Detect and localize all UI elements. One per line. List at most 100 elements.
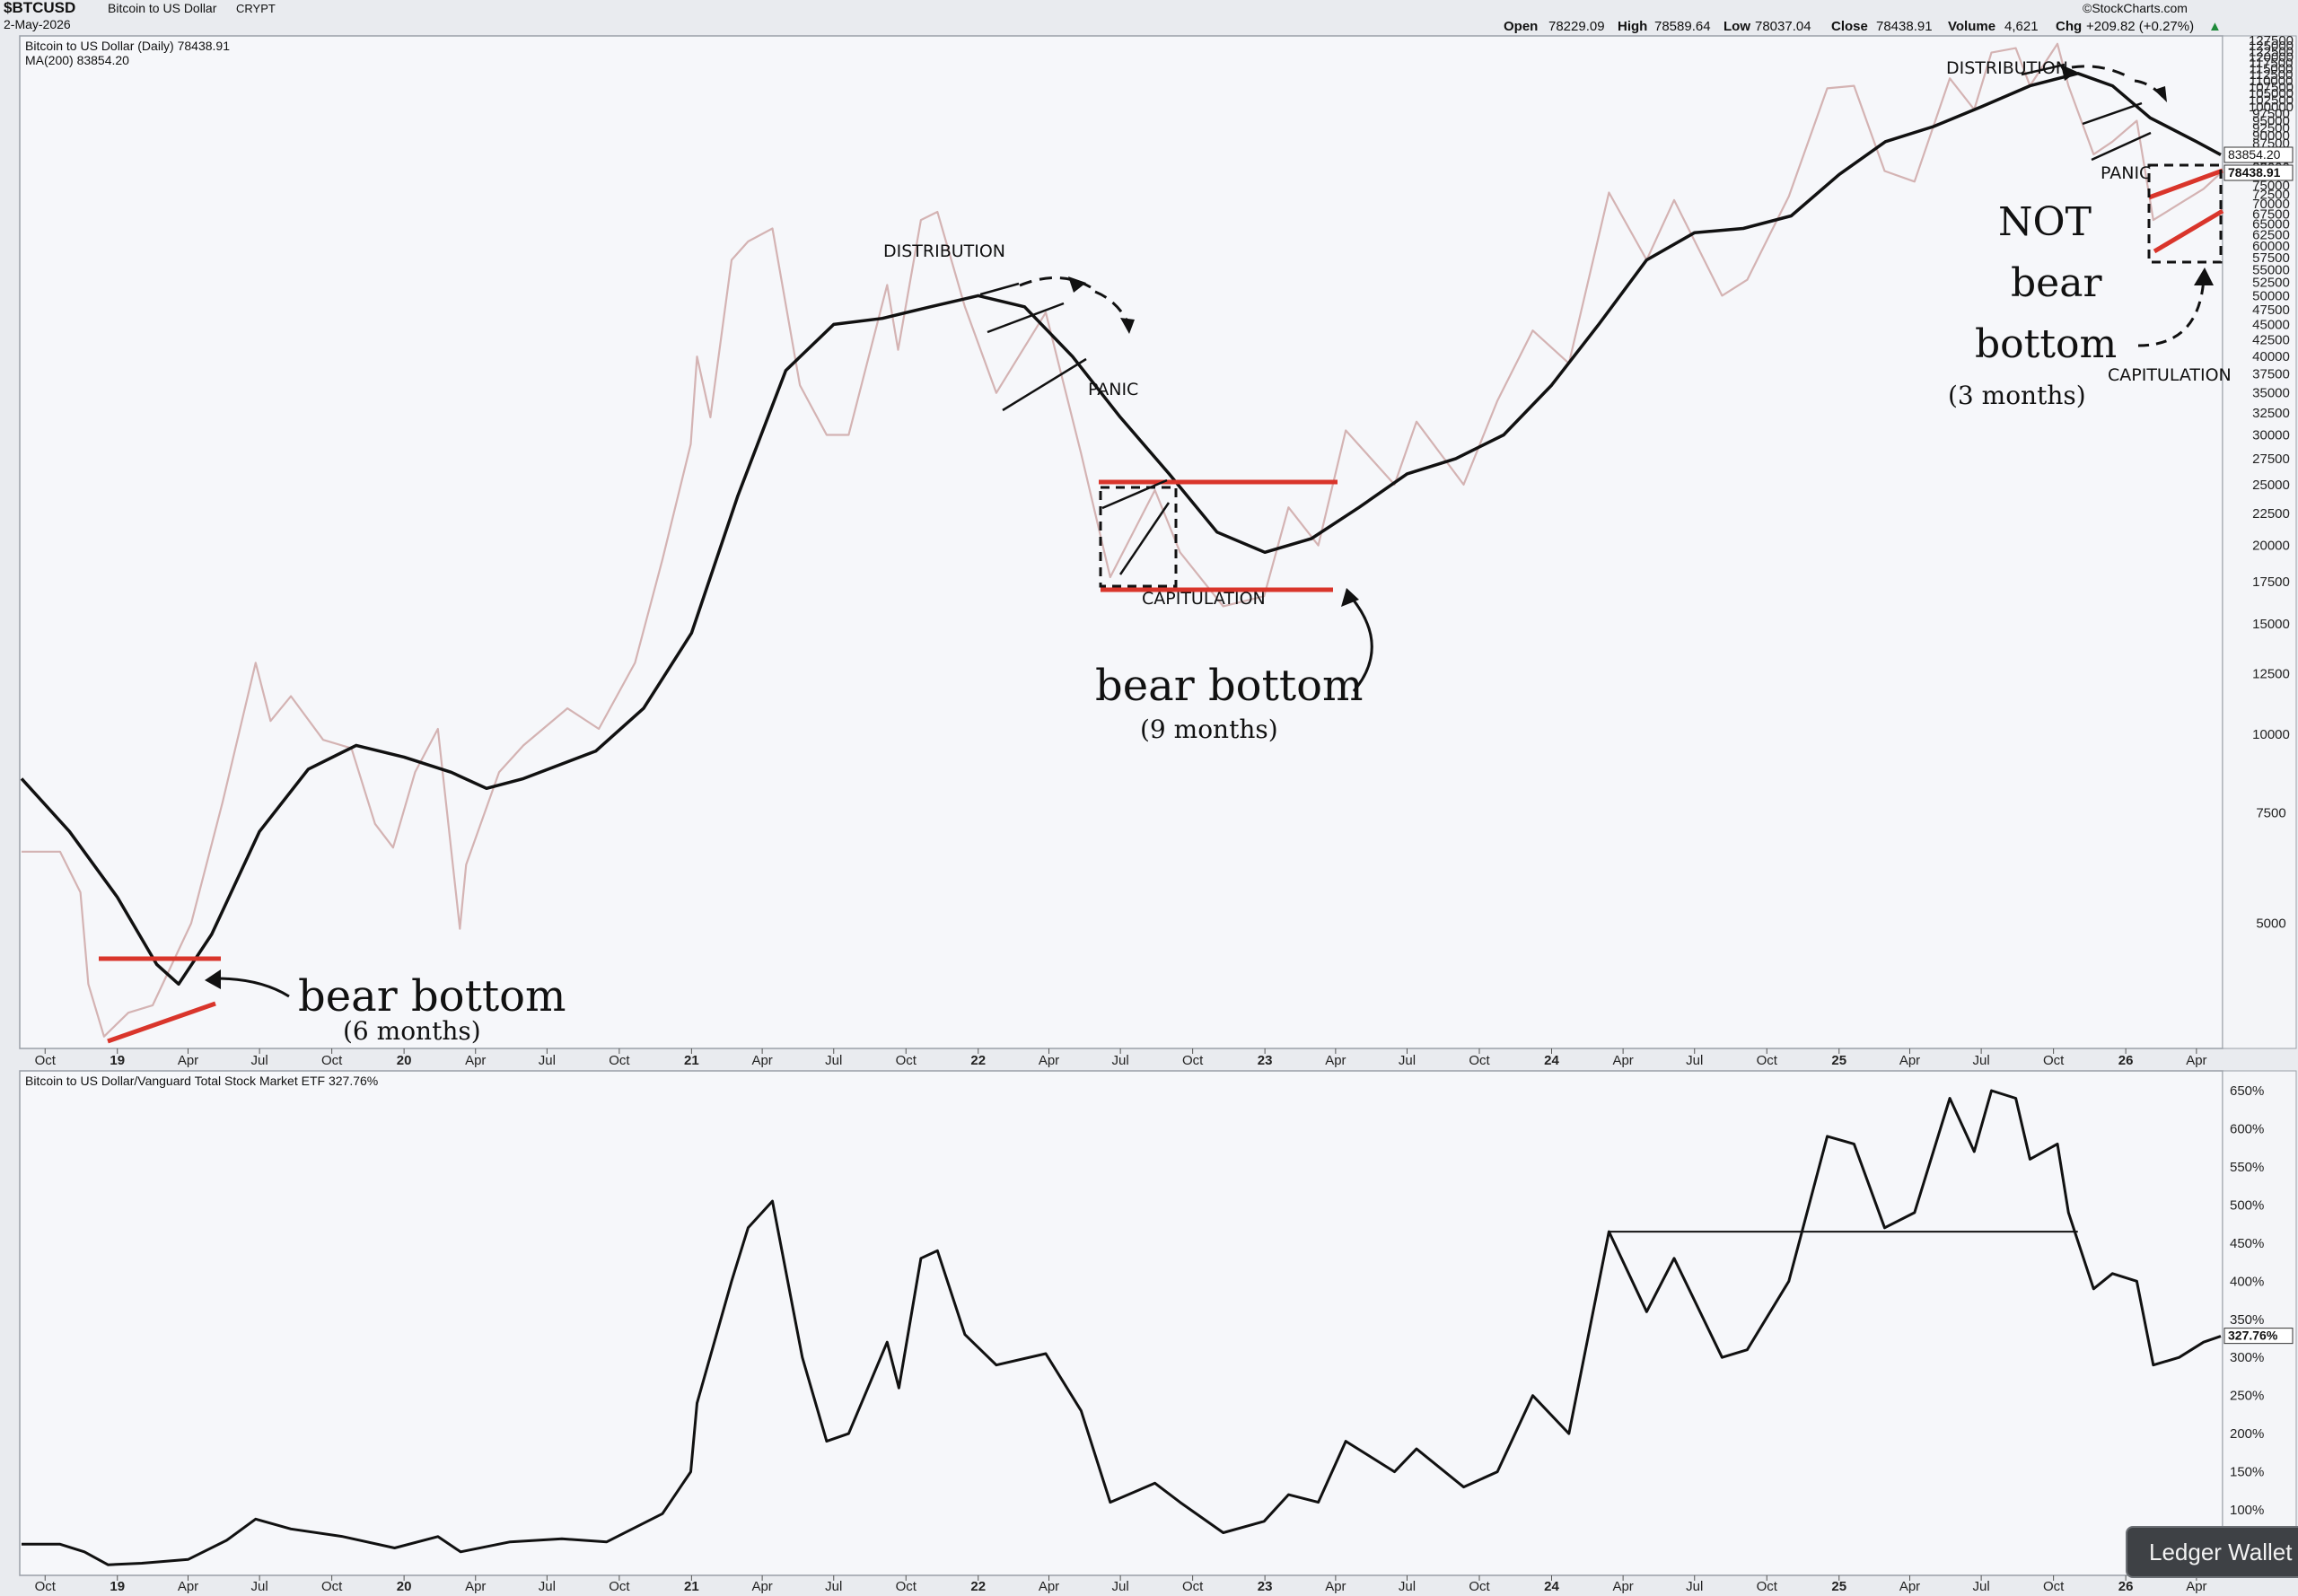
x-tick-label: Jul — [1686, 1579, 1703, 1594]
x-tick-label: Oct — [609, 1579, 630, 1594]
price-y-tick-label: 117500 — [2250, 56, 2294, 71]
x-tick-label: Oct — [1469, 1053, 1490, 1068]
price-y-tick-label: 57500 — [2252, 250, 2290, 266]
price-y-tick-label: 67500 — [2252, 206, 2290, 222]
arrow-heads — [205, 65, 2214, 989]
x-tick-label: Apr — [465, 1579, 486, 1594]
price-last-badge — [2223, 164, 2294, 181]
price-y-tick-label: 7500 — [2256, 805, 2285, 820]
price-y-tick-label: 55000 — [2252, 262, 2290, 277]
price-y-tick-label: 12500 — [2252, 666, 2290, 681]
price-series-line — [22, 42, 2222, 1038]
dist-arrow-2 — [2071, 65, 2130, 79]
ratio-y-tick-label: 400% — [2230, 1274, 2264, 1289]
ratio-y-tick-label: 550% — [2230, 1160, 2264, 1175]
black-line-dist-1-top — [979, 282, 1020, 296]
price-y-tick-label: 62500 — [2252, 228, 2290, 243]
price-y-tick-label: 112500 — [2250, 67, 2294, 83]
ledger-wallet-button[interactable]: Ledger Wallet — [2126, 1526, 2298, 1578]
bear-bottom-arrow-2 — [1349, 596, 1373, 692]
brand-logo: ©StockCharts.com — [2083, 1, 2188, 15]
legend-price: Bitcoin to US Dollar (Daily) 78438.91 — [25, 39, 230, 53]
x-tick-label: Apr — [1325, 1579, 1346, 1594]
ratio-y-tick-label: 350% — [2230, 1312, 2264, 1328]
arrowhead-bear-2 — [1341, 588, 1359, 607]
price-y-tick-label: 110000 — [2250, 74, 2294, 89]
x-tick-label: Jul — [1112, 1579, 1129, 1594]
label-not: NOT — [1998, 199, 2092, 245]
label-bear-bottom-1: bear bottom — [298, 971, 566, 1022]
ratio-y-tick-label: 450% — [2230, 1236, 2264, 1251]
price-y-tick-label: 17500 — [2252, 574, 2290, 590]
ratio-x-ticks: Oct 19 Apr Jul Oct 20 Apr Jul Oct 21 Apr Jul Oct 22 Ap… — [35, 1575, 2207, 1594]
price-y-axis — [2222, 35, 2297, 1049]
chg-label: Chg — [2056, 19, 2082, 34]
x-tick-label: Oct — [896, 1579, 917, 1594]
exchange: CRYPT — [236, 2, 276, 15]
x-tick-label: 25 — [1831, 1579, 1846, 1594]
red-line-2026-bottom — [2153, 208, 2224, 254]
x-tick-label: Oct — [2043, 1053, 2065, 1068]
x-tick-label: Apr — [1612, 1579, 1633, 1594]
label-bear-bottom-2-note: (9 months) — [1140, 715, 1278, 744]
price-y-tick-label: 72500 — [2252, 188, 2290, 203]
ratio-last-badge — [2223, 1328, 2294, 1345]
ratio-last-label: 327.76% — [2228, 1329, 2278, 1343]
red-line-2026-top — [2148, 168, 2223, 200]
price-y-tick-label: 15000 — [2252, 617, 2290, 632]
x-tick-label: Oct — [2043, 1579, 2065, 1594]
x-tick-label: Oct — [1757, 1579, 1778, 1594]
price-y-tick-label: 60000 — [2252, 239, 2290, 254]
ratio-series-line — [22, 1089, 2222, 1566]
open-value: 78229.09 — [1548, 19, 1605, 34]
ratio-y-tick-label: 200% — [2230, 1426, 2264, 1442]
x-tick-label: Oct — [35, 1053, 57, 1068]
arrowhead-dist-1 — [1068, 276, 1086, 293]
x-tick-label: 21 — [684, 1053, 699, 1068]
x-tick-label: 21 — [684, 1579, 699, 1594]
x-tick-label: Apr — [178, 1579, 198, 1594]
ratio-y-tick-label: 650% — [2230, 1083, 2264, 1099]
x-tick-label: Jul — [251, 1579, 268, 1594]
price-y-tick-label: 20000 — [2252, 539, 2290, 554]
x-tick-label: Oct — [35, 1579, 57, 1594]
price-annotations: DISTRIBUTION PANIC CAPITULATION bear bot… — [99, 58, 2232, 1046]
price-plot-area — [19, 35, 2223, 1049]
x-tick-label: 23 — [1258, 1579, 1273, 1594]
arrowhead-dist-2 — [2061, 65, 2077, 81]
black-line-cap-1 — [1101, 478, 1168, 510]
price-y-tick-label: 92500 — [2252, 121, 2290, 136]
price-y-tick-label: 50000 — [2252, 288, 2290, 303]
x-tick-label: Oct — [609, 1053, 630, 1068]
x-tick-label: Jul — [1399, 1053, 1416, 1068]
ratio-panel: 50%100%150%200%250%300%350%400%450%500%5… — [19, 1070, 2297, 1594]
ratio-y-axis — [2222, 1070, 2297, 1576]
x-tick-label: 19 — [110, 1053, 125, 1068]
ratio-y-tick-label: 600% — [2230, 1121, 2264, 1136]
low-value: 78037.04 — [1755, 19, 1811, 34]
price-y-tick-label: 75000 — [2252, 178, 2290, 193]
legend-ma: MA(200) 83854.20 — [25, 53, 129, 67]
price-y-tick-label: 122500 — [2249, 44, 2294, 59]
x-tick-label: 19 — [110, 1579, 125, 1594]
price-panel: 5000 7500 10000 12500 15000 17500 20000 22500 25… — [19, 33, 2297, 1068]
price-y-tick-label: 125000 — [2249, 39, 2294, 54]
quote-date: 2-May-2026 — [4, 17, 71, 31]
x-tick-label: Jul — [825, 1053, 842, 1068]
price-y-ticks: 5000 7500 10000 12500 15000 17500 20000 22500 25… — [2249, 33, 2294, 931]
x-tick-label: Jul — [539, 1579, 556, 1594]
price-y-tick-label: 22500 — [2252, 506, 2290, 522]
price-y-tick-label: 107500 — [2249, 80, 2294, 95]
x-tick-label: Oct — [1757, 1053, 1778, 1068]
x-tick-label: 20 — [397, 1053, 412, 1068]
x-tick-label: Jul — [251, 1053, 268, 1068]
x-tick-label: Jul — [1973, 1053, 1990, 1068]
bear-bottom-arrow-1 — [215, 977, 290, 998]
arrowhead-panic-1 — [1120, 318, 1135, 334]
x-tick-label: 24 — [1544, 1053, 1559, 1068]
price-y-tick-label: 52500 — [2252, 276, 2290, 291]
x-tick-label: 24 — [1544, 1579, 1559, 1594]
price-last-labels: 83854.20 78438.91 — [2223, 146, 2294, 181]
x-tick-label: Jul — [1973, 1579, 1990, 1594]
price-y-tick-label: 10000 — [2252, 727, 2290, 742]
